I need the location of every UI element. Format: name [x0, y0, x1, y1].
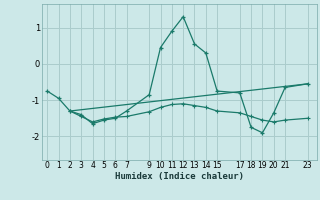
X-axis label: Humidex (Indice chaleur): Humidex (Indice chaleur): [115, 172, 244, 181]
